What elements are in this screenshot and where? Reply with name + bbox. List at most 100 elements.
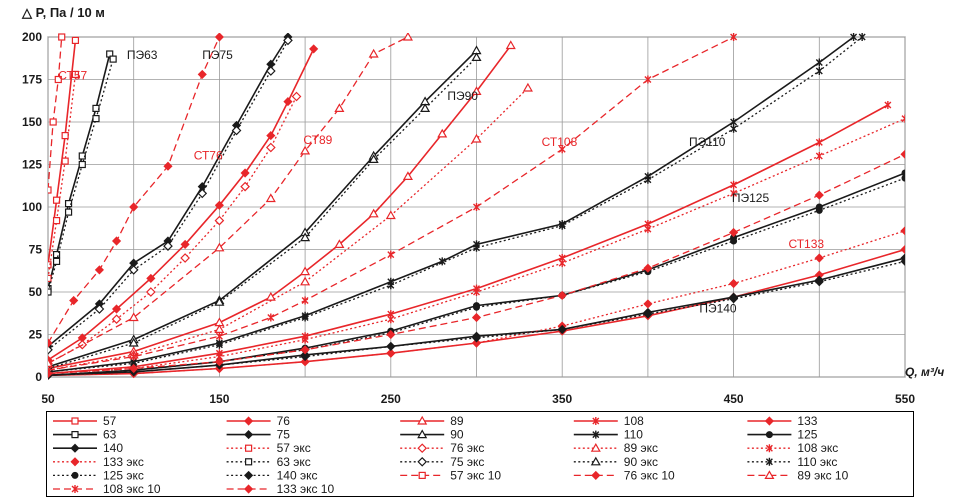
data-point — [163, 241, 173, 251]
data-point — [291, 91, 302, 102]
legend-entry: 76 — [226, 414, 291, 428]
legend-entry: 140 экс — [226, 468, 317, 482]
data-point — [214, 242, 225, 252]
data-point — [884, 101, 892, 109]
data-point — [815, 152, 823, 160]
y-tick-label: 50 — [29, 285, 43, 299]
curve-label: ПЭ110 — [689, 135, 726, 149]
y-tick-label: 150 — [22, 115, 42, 129]
data-point — [900, 149, 905, 159]
annotations: СТ57 ПЭ63 ПЭ75 СТ76 СТ89 ПЭ90 СТ108 ПЭ110 ПЭ125 С… — [58, 48, 824, 315]
legend-entry: 89 экс — [573, 441, 658, 455]
data-point — [471, 312, 482, 323]
data-point — [197, 69, 207, 79]
data-point — [814, 253, 824, 263]
data-point — [437, 128, 448, 138]
legend-label: 108 экс 10 — [103, 482, 161, 496]
data-point — [730, 237, 738, 245]
legend-entry: 63 экс — [226, 455, 311, 469]
data-point — [111, 304, 122, 314]
legend-entry: 57 экс — [226, 441, 311, 455]
data-point — [764, 470, 775, 480]
data-point — [70, 443, 80, 453]
data-point — [643, 309, 653, 319]
data-point — [94, 265, 104, 275]
y-tick-label: 100 — [22, 200, 42, 214]
series-110-экс — [48, 33, 866, 376]
legend-label: 140 — [103, 441, 123, 455]
data-point — [300, 345, 310, 355]
data-point — [283, 97, 293, 107]
series-group — [48, 33, 905, 380]
data-point — [730, 118, 738, 126]
series-76-экс-10 — [48, 33, 224, 348]
series-line — [48, 36, 409, 364]
curve-label: ПЭ90 — [447, 89, 478, 103]
data-point — [244, 470, 254, 480]
data-point — [214, 200, 224, 210]
legend-entry: 108 — [573, 414, 644, 428]
data-point — [129, 363, 139, 374]
legend-label: 63 — [103, 428, 117, 442]
y-axis-label: △ P, Па / 10 м — [21, 5, 105, 20]
data-point — [301, 335, 309, 344]
legend-label: 57 — [103, 414, 117, 428]
data-point — [385, 210, 396, 220]
data-point — [815, 206, 823, 214]
legend-label: 133 экс 10 — [277, 482, 335, 496]
data-point — [387, 281, 395, 290]
x-tick-label: 350 — [552, 392, 572, 406]
data-point — [244, 416, 254, 426]
legend-entry: 110 экс — [747, 455, 837, 469]
data-point — [644, 225, 652, 234]
data-point — [850, 33, 858, 41]
data-point — [387, 315, 395, 324]
legend-entry: 76 экс — [400, 441, 484, 455]
legend-entries: 57 76 89 108 133 63 75 90 110 125 140 57 экс 76 экс 8… — [53, 414, 849, 496]
data-point — [283, 35, 293, 46]
data-point — [417, 415, 428, 425]
legend-label: 76 — [277, 414, 291, 428]
legend-label: 57 экс 10 — [450, 468, 501, 482]
curve-label: СТ89 — [303, 133, 332, 147]
data-point — [901, 114, 905, 123]
series-133-экс-10 — [48, 149, 905, 379]
data-point — [765, 457, 773, 466]
series-63-экс — [48, 55, 117, 296]
data-point — [729, 278, 739, 289]
data-point — [730, 124, 738, 133]
legend-label: 133 — [797, 414, 817, 428]
series-57-экс — [48, 70, 80, 282]
data-point — [265, 66, 276, 76]
data-point — [48, 274, 52, 282]
data-point — [145, 287, 156, 297]
data-point — [71, 485, 79, 493]
data-point — [644, 175, 652, 184]
data-point — [48, 344, 53, 355]
series-90-экс — [48, 52, 482, 373]
data-point — [730, 189, 738, 198]
data-point — [814, 277, 824, 287]
legend-entry: 108 экс 10 — [53, 482, 161, 496]
legend-label: 108 — [624, 414, 644, 428]
legend-label: 63 экс — [277, 455, 311, 469]
data-point — [900, 256, 905, 266]
x-tick-label: 450 — [724, 392, 744, 406]
data-point — [300, 266, 311, 276]
data-point — [71, 36, 80, 45]
y-tick-label: 0 — [35, 370, 42, 384]
data-point — [900, 226, 905, 236]
data-point — [368, 208, 379, 218]
data-point — [215, 332, 223, 341]
data-point — [300, 276, 311, 286]
data-point — [244, 484, 254, 494]
data-point — [765, 444, 773, 453]
data-point — [764, 416, 774, 426]
data-point — [471, 338, 482, 348]
data-point — [109, 55, 117, 63]
data-point — [48, 338, 53, 348]
series-line — [48, 36, 289, 348]
data-point — [815, 58, 823, 67]
data-point — [471, 86, 482, 96]
